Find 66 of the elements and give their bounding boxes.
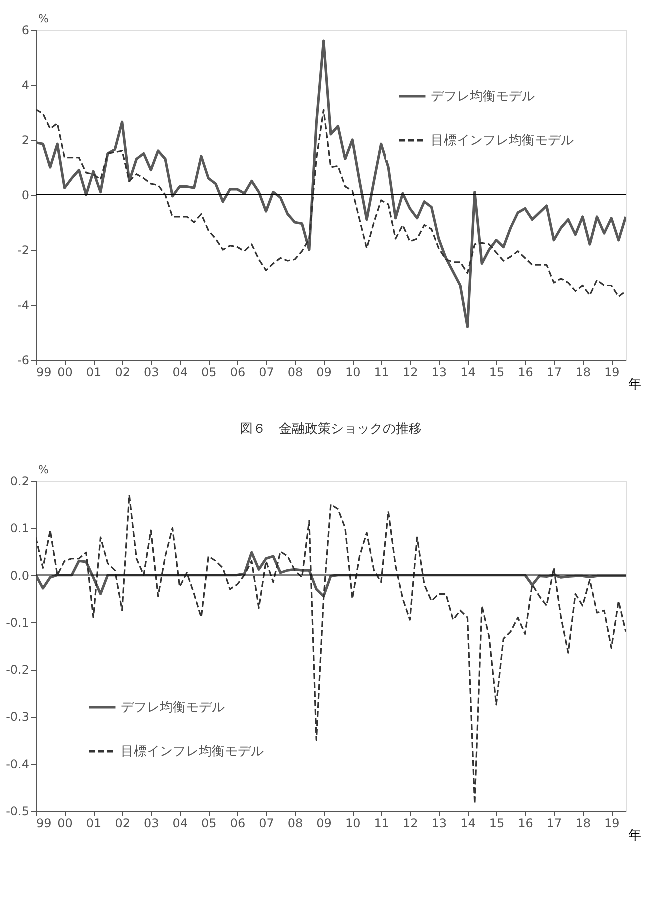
x-tick-label: 18 [576,816,591,830]
legend-label: デフレ均衡モデル [121,700,225,716]
x-tick-label: 01 [86,366,102,380]
x-tick-label: 11 [374,366,390,380]
legend-label: 目標インフレ均衡モデル [431,134,574,148]
x-tick-label: 14 [460,366,476,380]
chart-title: 図６ 金融政策ショックの推移 [240,422,422,437]
x-tick-label: 01 [86,816,102,830]
x-tick-label: 19 [604,816,620,830]
x-tick-label: 03 [144,816,160,830]
y-tick-label: -0.5 [6,804,30,818]
x-tick-label: 03 [144,366,160,380]
x-tick-label: 06 [230,816,246,830]
y-tick-label: 6 [22,24,30,38]
x-tick-label: 07 [259,366,274,380]
y-tick-label: 0 [22,188,30,202]
x-tick-label: 02 [115,366,130,380]
x-tick-label: 04 [172,366,188,380]
x-tick-label: 12 [403,366,418,380]
y-tick-label: 0.1 [10,522,30,536]
y-axis-title: % [38,464,49,476]
x-tick-label: 00 [58,816,73,830]
y-tick-label: -0.3 [6,710,30,724]
x-tick-label: 00 [58,366,73,380]
x-axis-title: 年 [628,828,642,844]
x-tick-label: 06 [230,366,246,380]
x-tick-label: 05 [202,366,217,380]
y-tick-label: 0.2 [10,474,30,488]
x-tick-label: 08 [288,816,304,830]
y-tick-label: -4 [18,298,30,312]
y-tick-label: 2 [22,134,30,148]
x-tick-label: 11 [374,816,390,830]
x-tick-label: 13 [432,816,448,830]
x-tick-label: 99 [36,816,52,830]
x-tick-label: 10 [345,366,361,380]
x-tick-label: 09 [316,816,332,830]
x-tick-label: 09 [316,366,332,380]
y-tick-label: -6 [18,354,30,368]
x-tick-label: 16 [518,816,534,830]
y-tick-label: 0.0 [10,568,30,583]
x-tick-label: 17 [546,366,562,380]
legend-label: デフレ均衡モデル [431,90,535,104]
y-tick-label: -0.2 [6,663,30,678]
x-tick-label: 14 [460,816,476,830]
x-tick-label: 10 [345,816,361,830]
legend-label: 目標インフレ均衡モデル [121,744,264,760]
x-tick-label: 19 [604,366,620,380]
y-tick-label: 4 [22,78,30,92]
x-tick-label: 13 [432,366,448,380]
x-tick-label: 18 [576,366,591,380]
x-tick-label: 15 [489,816,505,830]
y-tick-label: -0.4 [6,757,30,772]
x-axis-title: 年 [628,378,642,392]
y-tick-label: -0.1 [6,616,30,630]
x-tick-label: 08 [288,366,304,380]
x-tick-label: 15 [489,366,505,380]
x-tick-label: 12 [403,816,418,830]
x-tick-label: 07 [259,816,274,830]
x-tick-label: 02 [115,816,130,830]
y-tick-label: -2 [18,244,30,258]
x-tick-label: 05 [202,816,217,830]
x-tick-label: 16 [518,366,534,380]
x-tick-label: 99 [36,366,52,380]
x-tick-label: 17 [546,816,562,830]
y-axis-title: % [38,12,49,26]
x-tick-label: 04 [172,816,188,830]
